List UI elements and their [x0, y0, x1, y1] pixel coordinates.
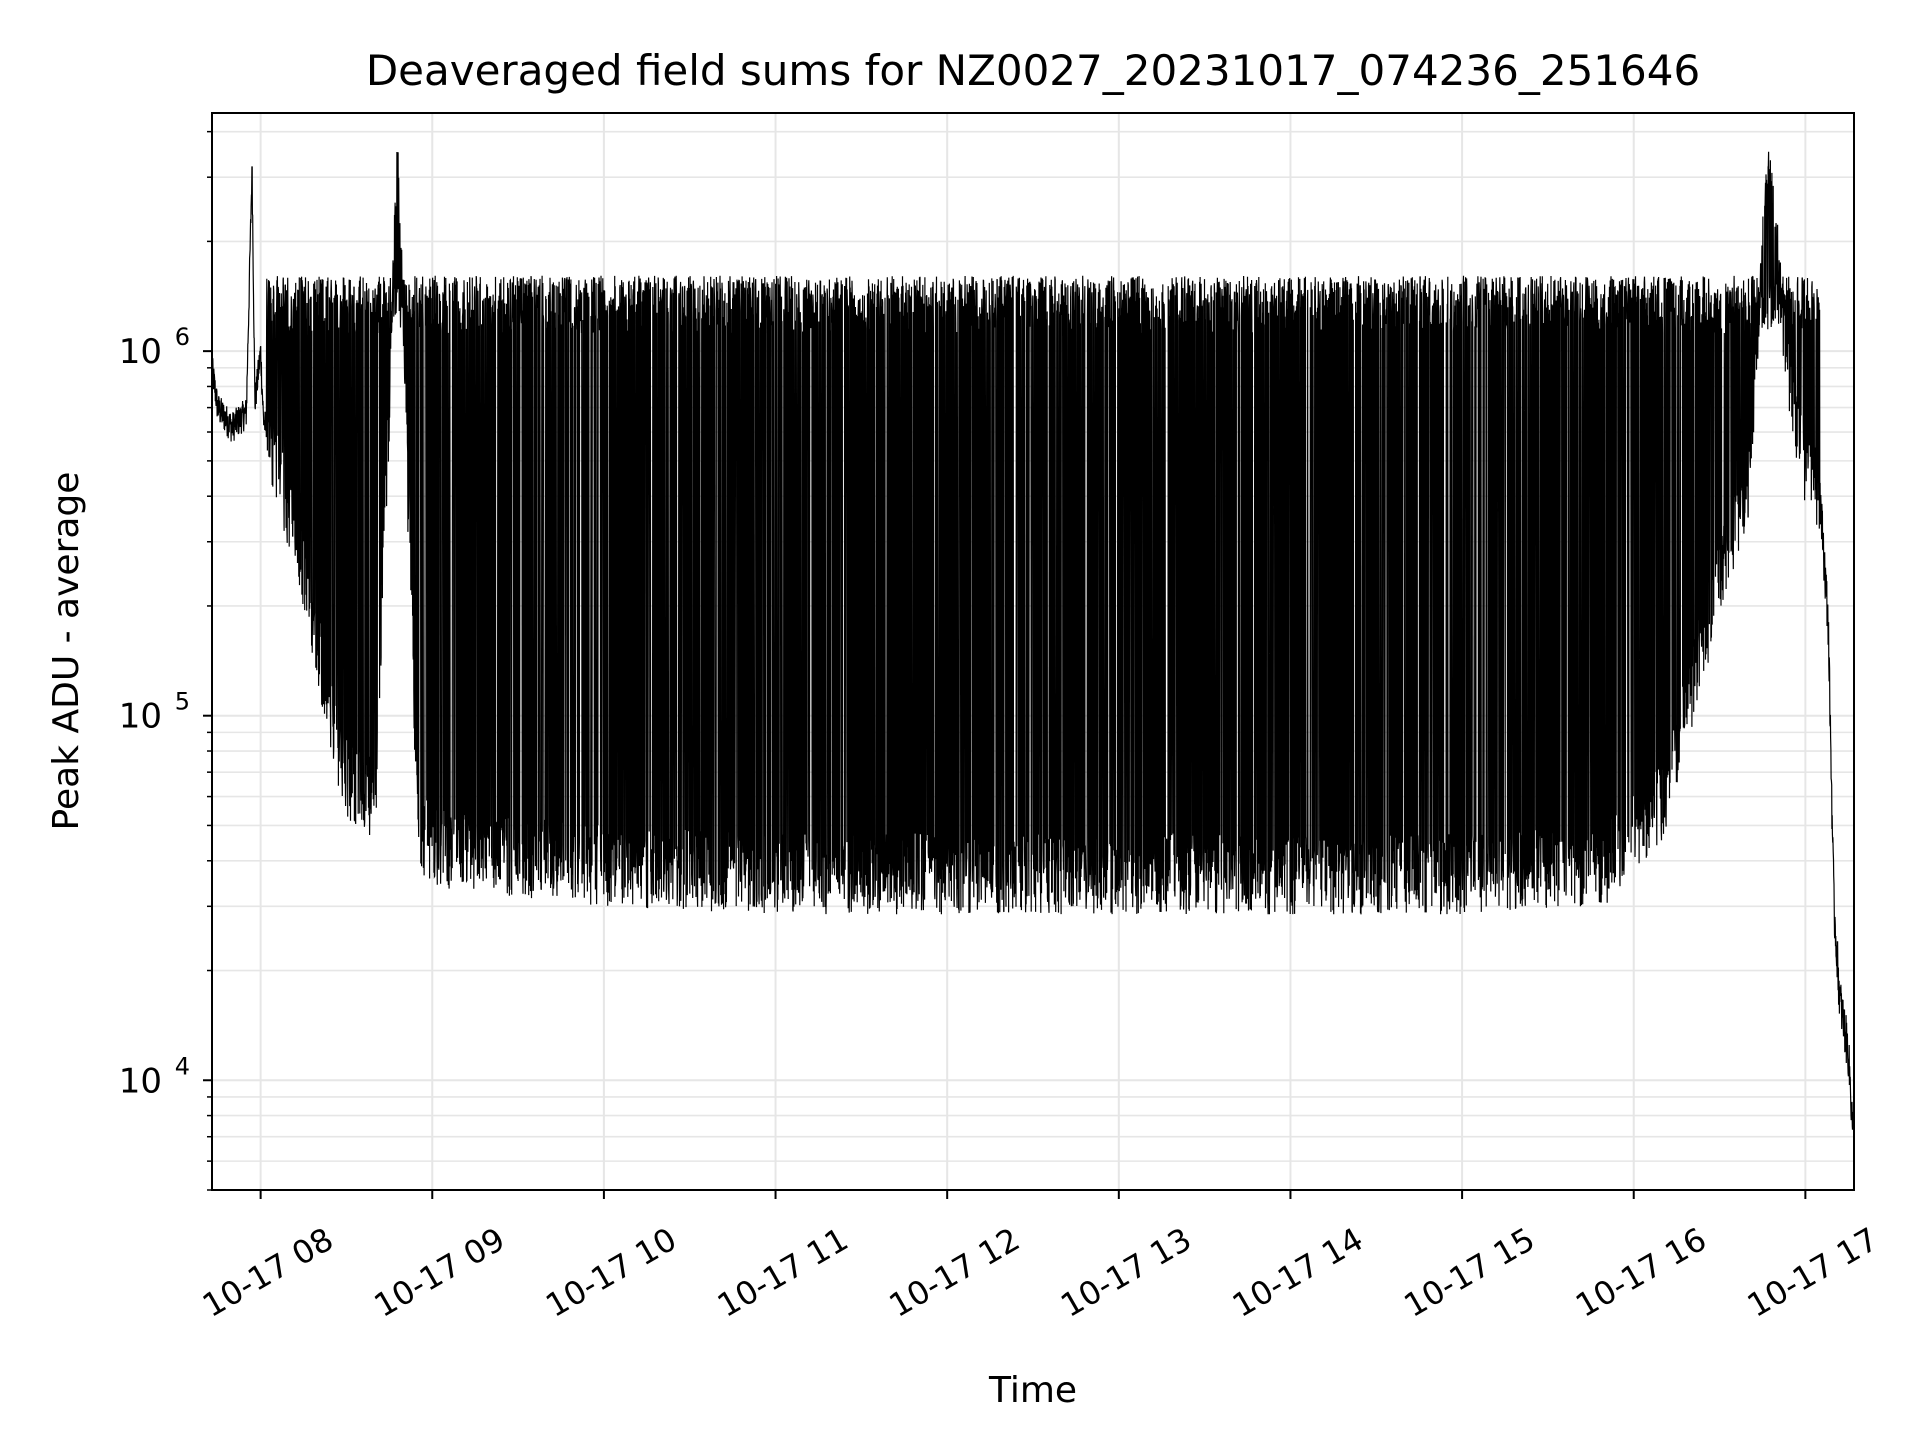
data-layer: [211, 151, 1855, 1137]
y-tick-label: 10: [119, 697, 162, 737]
y-axis-label: Peak ADU - average: [46, 472, 87, 831]
y-tick-label: 10: [119, 332, 162, 372]
x-axis-label: Time: [988, 1370, 1077, 1411]
chart-title: Deaveraged field sums for NZ0027_2023101…: [366, 46, 1700, 95]
y-tick-exponent: 4: [175, 1052, 190, 1080]
axes-frame: [211, 112, 1855, 1191]
y-tick-exponent: 6: [175, 323, 190, 351]
series-line: [211, 151, 1855, 1137]
y-tick-label: 10: [119, 1061, 162, 1101]
y-tick-exponent: 5: [175, 688, 190, 716]
